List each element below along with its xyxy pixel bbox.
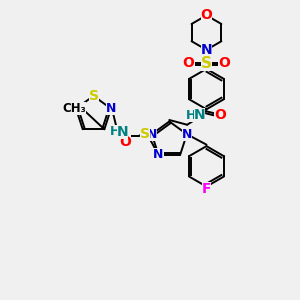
Text: S: S bbox=[140, 127, 150, 141]
Text: H: H bbox=[110, 125, 120, 138]
Text: H: H bbox=[186, 109, 196, 122]
Text: N: N bbox=[201, 43, 212, 57]
Text: CH₃: CH₃ bbox=[62, 102, 86, 116]
Text: N: N bbox=[182, 128, 192, 141]
Text: F: F bbox=[202, 182, 211, 196]
Text: N: N bbox=[153, 148, 164, 161]
Text: O: O bbox=[214, 108, 226, 122]
Text: S: S bbox=[88, 89, 98, 103]
Text: O: O bbox=[218, 56, 230, 70]
Text: N: N bbox=[71, 102, 81, 115]
Text: O: O bbox=[119, 135, 131, 149]
Text: N: N bbox=[106, 102, 116, 115]
Text: O: O bbox=[200, 8, 212, 22]
Text: N: N bbox=[117, 124, 128, 139]
Text: O: O bbox=[183, 56, 195, 70]
Text: S: S bbox=[201, 56, 212, 71]
Text: N: N bbox=[194, 108, 206, 122]
Text: N: N bbox=[147, 128, 157, 141]
